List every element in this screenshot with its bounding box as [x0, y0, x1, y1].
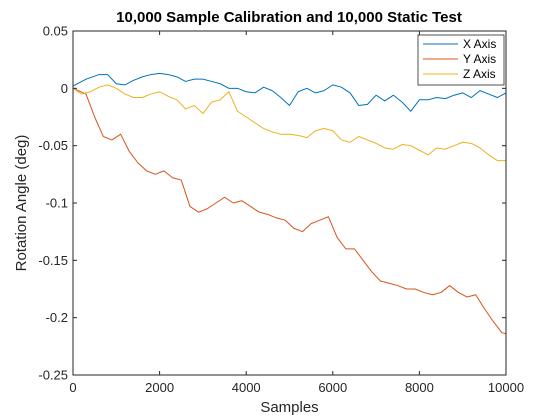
y-tick-label: -0.2 — [46, 310, 68, 325]
legend-label-x-axis: X Axis — [463, 37, 496, 51]
x-tick-label: 8000 — [405, 380, 434, 395]
y-tick-label: -0.05 — [38, 138, 68, 153]
plot-area: 0 2000 4000 6000 8000 10000 0.05 0 -0.05 -0.1 -0.… — [38, 24, 524, 396]
x-tick-label: 0 — [69, 380, 76, 395]
y-tick-label: 0 — [61, 81, 68, 96]
legend-label-y-axis: Y Axis — [463, 52, 496, 66]
series-group — [72, 72, 507, 335]
y-ticks: 0.05 0 -0.05 -0.1 -0.15 -0.2 -0.25 — [38, 24, 506, 383]
plot-background — [73, 31, 506, 375]
y-tick-label: -0.1 — [46, 196, 68, 211]
x-tick-label: 4000 — [232, 380, 261, 395]
legend-label-z-axis: Z Axis — [463, 67, 496, 81]
chart-title: 10,000 Sample Calibration and 10,000 Sta… — [116, 9, 462, 26]
series-line-x-axis — [72, 72, 507, 112]
y-tick-label: -0.25 — [38, 368, 68, 383]
x-tick-label: 2000 — [145, 380, 174, 395]
y-axis-label: Rotation Angle (deg) — [13, 135, 30, 272]
y-tick-label: 0.05 — [43, 24, 68, 39]
legend-box — [417, 34, 505, 86]
series-line-z-axis — [72, 84, 506, 162]
x-tick-label: 10000 — [488, 380, 524, 395]
x-ticks: 0 2000 4000 6000 8000 10000 — [69, 31, 524, 395]
x-axis-label: Samples — [260, 399, 318, 416]
series-line-y-axis — [72, 87, 507, 335]
x-tick-label: 6000 — [318, 380, 347, 395]
y-tick-label: -0.15 — [38, 253, 68, 268]
